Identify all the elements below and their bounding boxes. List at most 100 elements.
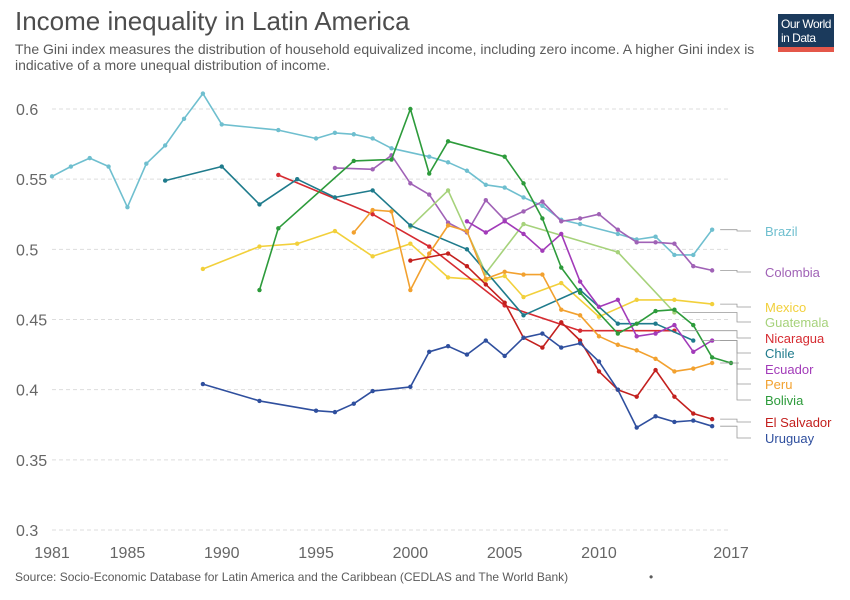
x-axis-tick-labels: 1981 1985 1990 1995 2000 2005 2010 2017 xyxy=(34,545,749,562)
data-point xyxy=(709,360,715,366)
legend-label-uruguay[interactable]: Uruguay xyxy=(765,431,815,446)
data-point xyxy=(559,307,564,312)
series-peru xyxy=(351,207,715,374)
data-point xyxy=(427,244,432,249)
data-point xyxy=(408,287,413,293)
data-point xyxy=(596,359,602,364)
legend-label-chile[interactable]: Chile xyxy=(765,346,795,361)
data-point xyxy=(370,188,375,193)
data-point xyxy=(370,254,375,259)
data-point xyxy=(162,178,168,183)
data-point xyxy=(709,355,715,360)
data-point xyxy=(257,398,262,404)
data-point xyxy=(577,328,583,333)
y-tick-label: 0.4 xyxy=(16,383,38,400)
data-point xyxy=(106,164,111,169)
y-tick-label: 0.55 xyxy=(16,172,47,189)
legend: Brazil Colombia MexicoGuatemalaNicaraguaCh… xyxy=(682,224,832,446)
data-point xyxy=(559,320,564,325)
data-point xyxy=(653,356,658,361)
data-point xyxy=(691,418,696,423)
chart-subtitle: The Gini index measures the distribution… xyxy=(15,41,755,73)
legend-label-peru[interactable]: Peru xyxy=(765,377,792,392)
data-point xyxy=(540,345,545,350)
data-point xyxy=(294,176,300,182)
data-point xyxy=(276,226,281,231)
series-line xyxy=(466,220,713,353)
data-point xyxy=(408,106,413,112)
series-brazil xyxy=(49,91,715,258)
legend-connector xyxy=(682,330,751,339)
data-point xyxy=(408,258,413,263)
data-point xyxy=(615,297,621,303)
data-point xyxy=(294,241,300,246)
data-point xyxy=(709,301,715,307)
data-point xyxy=(502,300,507,305)
data-point xyxy=(464,352,470,357)
legend-label-guatemala[interactable]: Guatemala xyxy=(765,315,829,330)
data-point xyxy=(219,122,224,127)
data-point xyxy=(427,171,432,176)
series-line xyxy=(258,108,732,364)
data-point xyxy=(351,132,356,137)
logo-accent-bar xyxy=(778,47,834,52)
data-point xyxy=(370,388,375,394)
legend-connector xyxy=(720,425,751,439)
legend-label-el-salvador[interactable]: El Salvador xyxy=(765,415,832,430)
legend-label-brazil[interactable]: Brazil xyxy=(765,224,798,239)
legend-label-mexico[interactable]: Mexico xyxy=(765,300,806,315)
footer-dot: • xyxy=(649,570,654,584)
data-point xyxy=(181,116,187,122)
data-point xyxy=(559,231,564,237)
data-point xyxy=(521,221,526,227)
owid-logo[interactable]: Our World in Data xyxy=(778,14,834,52)
data-point xyxy=(502,353,507,359)
data-point xyxy=(427,154,432,159)
data-point xyxy=(615,249,621,255)
chart-title: Income inequality in Latin America xyxy=(15,6,410,36)
legend-label-nicaragua[interactable]: Nicaragua xyxy=(765,331,825,346)
x-tick-label: 1990 xyxy=(204,545,240,562)
data-point xyxy=(276,172,281,178)
data-point xyxy=(68,164,74,169)
data-point xyxy=(559,345,564,350)
data-point xyxy=(49,174,55,179)
data-point xyxy=(313,136,319,141)
data-point xyxy=(408,384,413,390)
data-point xyxy=(87,155,92,161)
data-point xyxy=(540,272,545,277)
series-line xyxy=(334,154,713,272)
data-point xyxy=(219,164,224,169)
data-point xyxy=(483,230,489,235)
legend-label-bolivia[interactable]: Bolivia xyxy=(765,393,804,408)
data-point xyxy=(540,199,545,204)
data-point xyxy=(370,136,375,141)
data-point xyxy=(691,338,696,343)
data-point xyxy=(672,297,677,303)
legend-connector xyxy=(720,340,751,370)
legend-label-colombia[interactable]: Colombia xyxy=(765,265,821,280)
series-line xyxy=(51,92,713,256)
data-point xyxy=(540,331,545,336)
data-point xyxy=(200,266,206,272)
data-point xyxy=(559,265,564,270)
legend-label-ecuador[interactable]: Ecuador xyxy=(765,362,814,377)
data-point xyxy=(577,279,583,284)
series-line xyxy=(202,332,713,429)
data-point xyxy=(445,343,451,349)
series-line xyxy=(277,174,675,332)
data-point xyxy=(408,223,413,228)
data-point xyxy=(445,275,451,280)
data-point xyxy=(464,263,470,269)
data-point xyxy=(332,409,338,415)
data-point xyxy=(464,168,470,173)
data-point xyxy=(445,139,451,144)
data-point xyxy=(370,167,375,172)
logo-line-1: Our World xyxy=(781,17,831,31)
data-point xyxy=(672,394,677,399)
data-point xyxy=(577,290,583,296)
data-point xyxy=(634,334,639,339)
y-axis-tick-labels: 0.3 0.35 0.4 0.45 0.5 0.55 0.6 xyxy=(16,102,47,540)
legend-connector xyxy=(720,362,751,385)
data-point xyxy=(521,294,526,300)
